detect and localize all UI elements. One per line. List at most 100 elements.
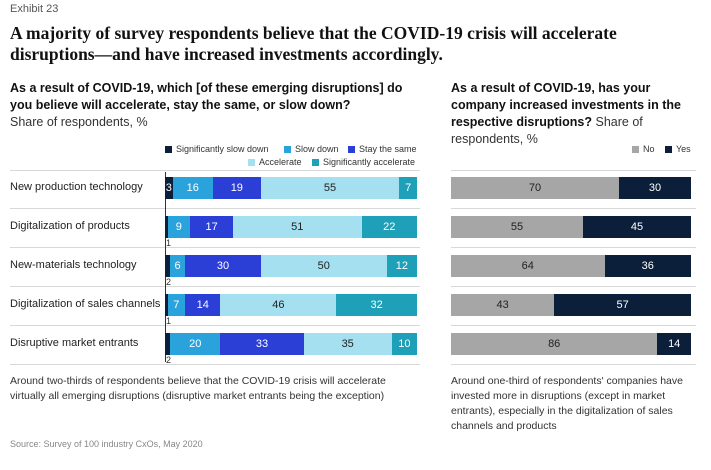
legend-swatch [248, 159, 255, 166]
row-separator [10, 364, 420, 365]
bar-segment: 3 [165, 177, 173, 199]
data-label: 86 [548, 338, 561, 350]
data-label: 1 [166, 238, 172, 248]
bar-segment: 86 [451, 333, 658, 355]
data-label: 22 [383, 221, 396, 233]
data-label: 14 [196, 299, 209, 311]
data-label: 55 [510, 221, 524, 233]
data-label: 36 [641, 260, 654, 272]
bar-segment: 16 [172, 177, 213, 199]
left-chart-question: As a result of COVID-19, which [of these… [10, 81, 403, 112]
bar-segment [165, 333, 171, 355]
legend-item-no: No [632, 144, 655, 154]
data-label: 7 [405, 182, 412, 194]
row-separator [10, 325, 420, 326]
data-label: 33 [255, 338, 269, 350]
data-label: 30 [216, 260, 230, 272]
data-label: 3 [165, 182, 172, 194]
legend-label: Stay the same [359, 144, 417, 154]
bar-segment: 14 [185, 294, 221, 316]
legend-label: No [643, 144, 655, 154]
left-chart-title: As a result of COVID-19, which [of these… [10, 80, 420, 131]
data-label: 1 [166, 316, 172, 326]
data-label: 12 [395, 260, 408, 272]
category-label: New production technology [10, 181, 143, 193]
bar-segment: 64 [451, 255, 605, 277]
bar-segment: 36 [604, 255, 691, 277]
bar-segment: 45 [583, 216, 691, 238]
data-label: 6 [174, 260, 181, 272]
left-footnote: Around two-thirds of respondents believe… [10, 375, 386, 402]
bar-segment: 30 [185, 255, 261, 277]
bar-segment [165, 294, 168, 316]
data-label: 43 [496, 299, 509, 311]
bar-segment: 57 [554, 294, 691, 316]
left-chart-subtitle: Share of respondents, % [10, 115, 148, 129]
row-separator [10, 247, 420, 248]
legend-item-sig-accel: Significantly accelerate [312, 157, 415, 167]
data-label: 19 [230, 182, 243, 194]
data-label: 46 [272, 299, 285, 311]
bar-segment: 10 [391, 333, 417, 355]
bar-segment: 20 [170, 333, 221, 355]
bar-segment: 33 [220, 333, 304, 355]
headline: A majority of survey respondents believe… [10, 23, 617, 64]
data-label: 17 [205, 221, 218, 233]
data-label: 7 [173, 299, 180, 311]
bar-segment: 43 [451, 294, 555, 316]
legend-item-sig-slow: Significantly slow down [165, 144, 269, 154]
data-label: 45 [630, 221, 644, 233]
category-label: Digitalization of products [10, 220, 130, 232]
legend-swatch [665, 146, 672, 153]
data-label: 30 [648, 182, 662, 194]
bar-segment: 9 [167, 216, 191, 238]
data-label: 57 [616, 299, 629, 311]
row-separator [451, 286, 696, 287]
legend-label: Yes [676, 144, 691, 154]
legend-label: Significantly slow down [176, 144, 269, 154]
bar-segment: 22 [361, 216, 417, 238]
bar-segment: 51 [233, 216, 362, 238]
exhibit-number: Exhibit 23 [10, 3, 59, 15]
data-label: 10 [398, 338, 411, 350]
bar-segment: 6 [170, 255, 186, 277]
bar-segment: 7 [167, 294, 186, 316]
data-label: 16 [186, 182, 199, 194]
row-separator [451, 208, 696, 209]
legend-label: Accelerate [259, 157, 302, 167]
bar-segment: 14 [657, 333, 691, 355]
row-separator [451, 325, 696, 326]
bar-segment [165, 216, 168, 238]
right-footnote: Around one-third of respondents' compani… [451, 375, 683, 432]
row-separator [10, 208, 420, 209]
category-label: Disruptive market entrants [10, 337, 139, 349]
bar-segment: 50 [260, 255, 387, 277]
data-label: 2 [166, 355, 172, 365]
data-label: 50 [317, 260, 330, 272]
legend-swatch [348, 146, 355, 153]
data-label: 20 [189, 338, 202, 350]
data-label: 55 [323, 182, 337, 194]
data-label: 2 [166, 277, 172, 287]
legend-label: Significantly accelerate [323, 157, 416, 167]
bar-segment: 19 [212, 177, 261, 199]
bar-segment: 30 [619, 177, 691, 199]
bar-segment: 35 [303, 333, 392, 355]
bar-segment [165, 255, 171, 277]
bar-segment: 12 [386, 255, 417, 277]
bar-segment: 70 [451, 177, 619, 199]
row-separator [451, 247, 696, 248]
bar-segment: 46 [220, 294, 337, 316]
legend-item-yes: Yes [665, 144, 691, 154]
legend-label: Slow down [295, 144, 339, 154]
data-label: 51 [291, 221, 304, 233]
right-chart-title: As a result of COVID-19, has your compan… [451, 80, 696, 148]
row-separator [10, 286, 420, 287]
row-separator [451, 364, 696, 365]
row-separator [10, 170, 420, 171]
data-label: 9 [175, 221, 182, 233]
category-label: New-materials technology [10, 259, 137, 271]
bar-segment: 55 [260, 177, 400, 199]
bar-segment: 17 [190, 216, 234, 238]
right-chart-question: As a result of COVID-19, has your compan… [451, 81, 681, 129]
